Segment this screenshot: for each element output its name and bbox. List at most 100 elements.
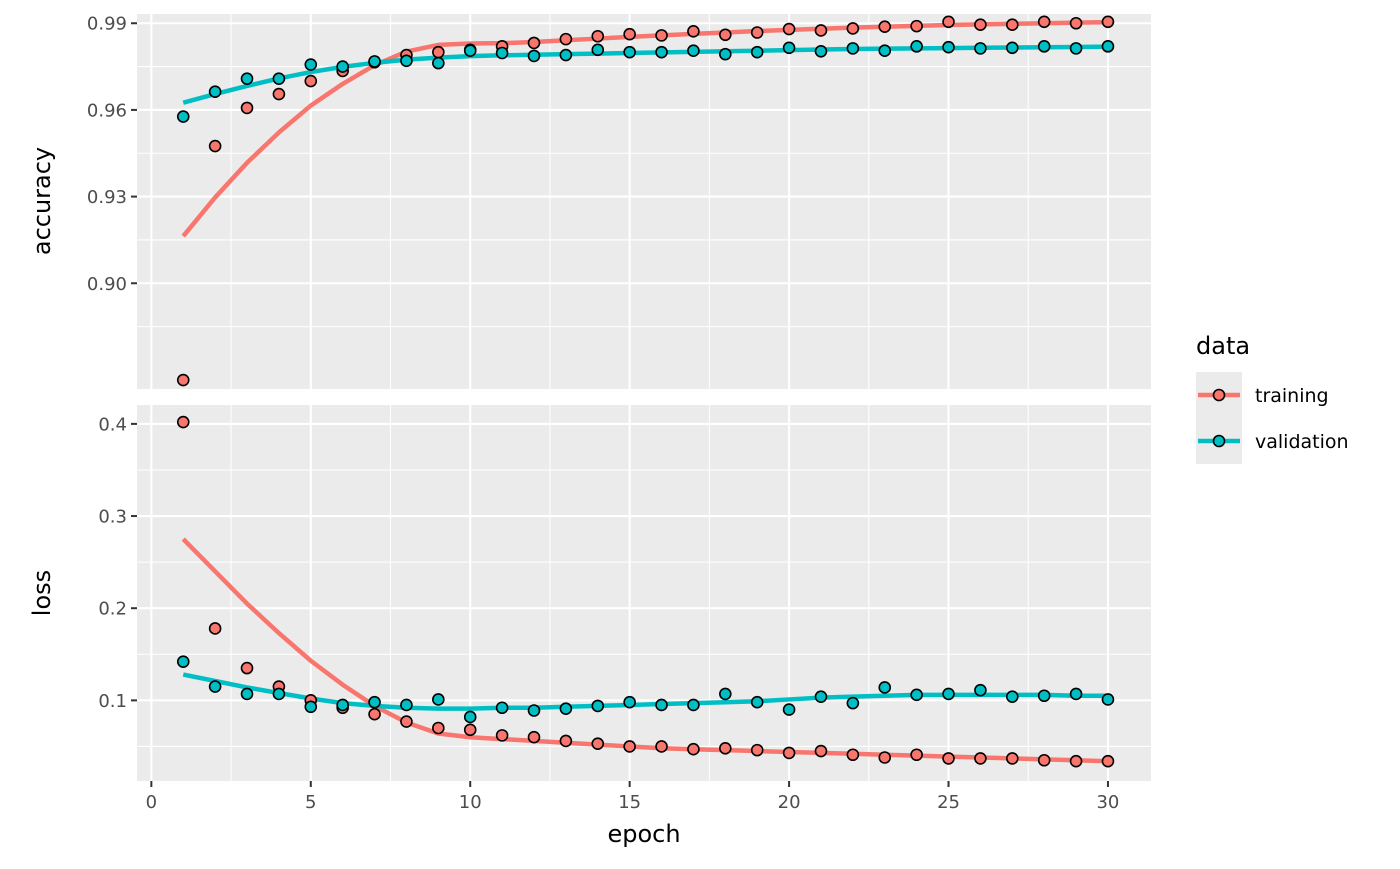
y-axis-title-loss: loss <box>28 570 56 616</box>
loss-validation-point <box>910 688 923 702</box>
accuracy-validation-point <box>208 85 222 99</box>
loss-training-point <box>432 721 445 735</box>
accuracy-validation-point <box>527 49 541 63</box>
loss-validation-point <box>814 690 828 703</box>
accuracy-validation-point <box>591 43 605 57</box>
accuracy-validation-point <box>559 48 573 62</box>
accuracy-validation-point <box>432 56 445 70</box>
accuracy-training-point <box>176 373 190 387</box>
accuracy-validation-point <box>814 44 828 58</box>
loss-training-point <box>591 737 605 750</box>
loss-validation-point <box>1101 693 1115 706</box>
accuracy-training-point <box>687 25 700 38</box>
loss-training-point <box>1037 753 1051 767</box>
legend-label-validation: validation <box>1255 431 1349 453</box>
loss-validation-point <box>1069 687 1083 701</box>
loss-validation-point <box>878 681 892 694</box>
loss-training-point <box>942 752 955 765</box>
loss-training-point <box>527 730 541 744</box>
loss-validation-point <box>400 698 413 712</box>
loss-validation-point <box>846 696 860 710</box>
accuracy-validation-point <box>304 58 318 71</box>
accuracy-validation-point <box>240 72 254 86</box>
x-tick-label: 20 <box>778 792 801 813</box>
loss-training-point <box>846 748 860 762</box>
x-tick-label: 15 <box>618 792 641 813</box>
accuracy-training-point <box>1069 16 1083 30</box>
loss-validation-point <box>495 701 509 715</box>
x-tick-label: 0 <box>146 792 157 813</box>
accuracy-training-point <box>878 20 892 34</box>
loss-training-point <box>623 740 636 753</box>
loss-training-point <box>1101 754 1115 768</box>
loss-training-point <box>559 734 573 748</box>
loss-validation-point <box>463 710 477 724</box>
accuracy-training-point <box>846 22 860 35</box>
accuracy-training-point <box>432 45 445 59</box>
accuracy-panel-background <box>137 14 1151 389</box>
loss-training-point <box>750 743 764 757</box>
loss-validation-point <box>623 695 636 709</box>
loss-training-point <box>495 729 509 742</box>
legend-key-validation <box>1196 418 1242 464</box>
loss-training-point <box>368 707 381 721</box>
loss-validation-point <box>527 704 541 717</box>
accuracy-validation-point <box>942 40 955 54</box>
accuracy-training-point <box>304 74 318 88</box>
accuracy-training-point <box>240 101 254 115</box>
legend: data training validation <box>1196 332 1349 464</box>
loss-panel: 0.1 0.2 0.3 0.4 <box>98 405 1151 781</box>
loss-y-tick-label: 0.2 <box>98 599 127 620</box>
loss-validation-point <box>719 687 732 701</box>
loss-panel-background <box>137 405 1151 781</box>
accuracy-y-tick-label: 0.99 <box>87 14 127 35</box>
loss-training-point <box>814 744 828 758</box>
x-tick-label: 5 <box>305 792 316 813</box>
accuracy-validation-point <box>687 44 700 57</box>
loss-validation-point <box>782 703 796 716</box>
loss-validation-point <box>1005 690 1019 703</box>
accuracy-validation-point <box>1005 41 1019 55</box>
accuracy-validation-point <box>1069 42 1083 55</box>
accuracy-training-point <box>814 24 828 37</box>
loss-y-tick-label: 0.4 <box>98 414 127 435</box>
loss-y-tick-label: 0.3 <box>98 507 127 528</box>
loss-validation-point <box>208 680 222 693</box>
accuracy-training-point <box>623 27 636 41</box>
x-tick-label: 30 <box>1096 792 1119 813</box>
accuracy-training-point <box>782 22 796 36</box>
accuracy-training-point <box>1101 15 1115 29</box>
loss-validation-point <box>304 700 318 714</box>
accuracy-validation-point <box>750 45 764 59</box>
accuracy-validation-point <box>336 60 349 73</box>
loss-training-point <box>974 752 987 765</box>
loss-validation-point <box>336 698 349 712</box>
accuracy-training-point <box>1005 18 1019 31</box>
accuracy-training-point <box>591 29 605 43</box>
loss-validation-point <box>655 698 668 712</box>
loss-training-point <box>687 742 700 756</box>
loss-validation-point <box>750 695 764 709</box>
x-axis: 0 5 10 15 20 25 30 <box>146 781 1119 813</box>
accuracy-validation-point <box>463 44 477 57</box>
accuracy-validation-point <box>272 72 286 86</box>
accuracy-y-tick-label: 0.96 <box>87 100 127 121</box>
loss-training-point <box>208 622 222 635</box>
loss-training-point <box>1005 752 1019 765</box>
accuracy-validation-point <box>910 40 923 53</box>
loss-validation-point <box>272 687 286 701</box>
accuracy-y-tick-label: 0.90 <box>87 274 127 295</box>
y-axis-title-accuracy: accuracy <box>28 147 56 255</box>
accuracy-validation-point <box>655 45 668 59</box>
legend-title: data <box>1196 332 1250 360</box>
loss-training-point <box>910 748 923 762</box>
accuracy-y-tick-label: 0.93 <box>87 187 127 208</box>
loss-training-point <box>1069 754 1083 768</box>
loss-validation-point <box>974 683 987 697</box>
accuracy-validation-point <box>719 47 732 61</box>
loss-validation-point <box>591 699 605 713</box>
accuracy-validation-point <box>878 44 892 57</box>
accuracy-validation-point <box>846 42 860 55</box>
